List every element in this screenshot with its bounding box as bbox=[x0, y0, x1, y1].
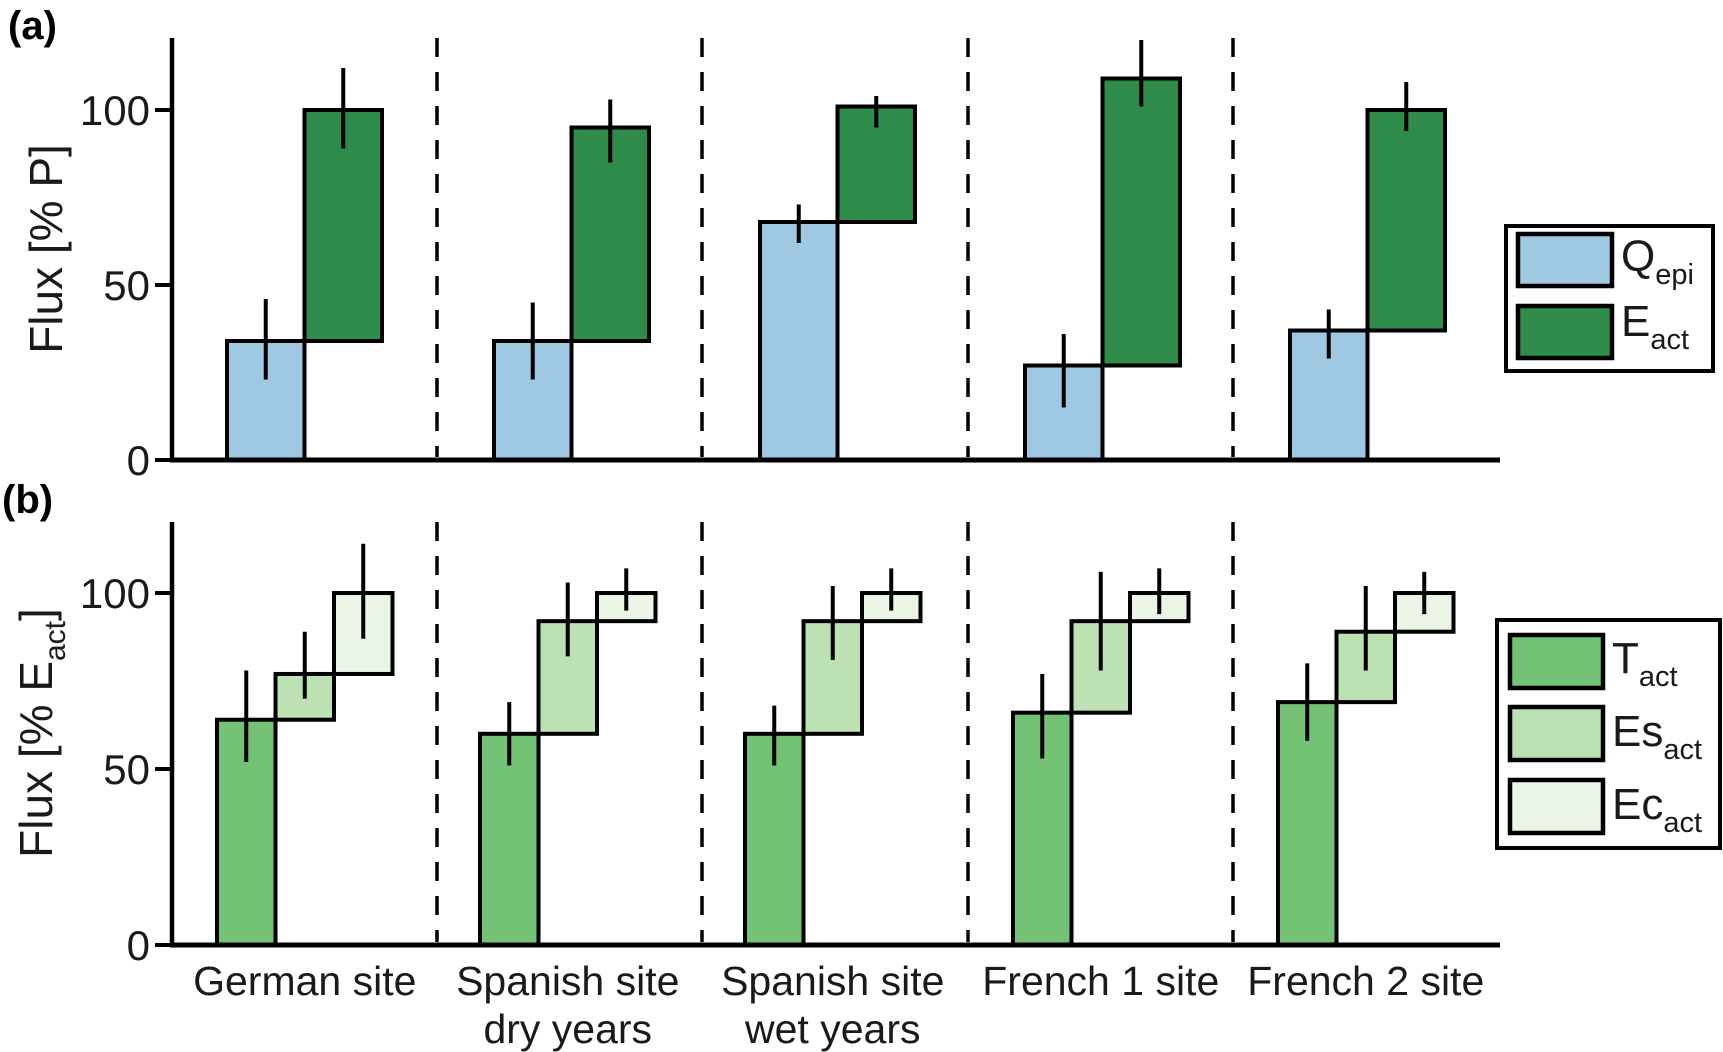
legend-swatch-Q_epi bbox=[1515, 231, 1615, 289]
bar-a-E_act-cat4 bbox=[1365, 108, 1447, 333]
bar-a-E_act-cat3 bbox=[1100, 76, 1182, 368]
y-axis-title-a: Flux [% P] bbox=[20, 144, 72, 354]
bar-a-E_act-cat1 bbox=[569, 125, 651, 343]
y-axis-title-b: Flux [% Eact] bbox=[10, 608, 72, 858]
legend-swatch-E_act bbox=[1515, 303, 1615, 361]
bar-b-T_act-cat4 bbox=[1276, 700, 1339, 947]
y-tick-label-a-50: 50 bbox=[103, 262, 150, 309]
x-category-label-2-line0: Spanish site bbox=[721, 958, 944, 1004]
y-tick-label-b-100: 100 bbox=[80, 570, 150, 617]
x-category-label-1-line0: Spanish site bbox=[456, 958, 679, 1004]
x-category-label-0-line0: German site bbox=[193, 958, 416, 1004]
x-category-label-2-line1: wet years bbox=[744, 1006, 920, 1052]
panel-b-label: (b) bbox=[2, 478, 54, 522]
y-tick-label-a-0: 0 bbox=[127, 437, 150, 484]
legend-label-E_act: Eact bbox=[1621, 297, 1689, 356]
y-tick-label-b-50: 50 bbox=[103, 746, 150, 793]
x-category-label-4-line0: French 2 site bbox=[1247, 958, 1484, 1004]
legend-label-T_act: Tact bbox=[1612, 634, 1678, 693]
legend-swatch-T_act bbox=[1507, 632, 1606, 691]
bar-a-Q_epi-cat2 bbox=[758, 220, 840, 462]
panel-a-label: (a) bbox=[8, 4, 57, 48]
x-category-label-3-line0: French 1 site bbox=[982, 958, 1219, 1004]
legend-label-Q_epi: Qepi bbox=[1621, 232, 1694, 291]
x-category-label-1-line1: dry years bbox=[483, 1006, 652, 1052]
legend-label-Es_act: Esact bbox=[1612, 707, 1702, 766]
y-tick-label-a-100: 100 bbox=[80, 87, 150, 134]
legend-label-Ec_act: Ecact bbox=[1612, 780, 1702, 839]
legend-swatch-Es_act bbox=[1507, 704, 1606, 763]
y-tick-label-b-0: 0 bbox=[127, 922, 150, 969]
legend-swatch-Ec_act bbox=[1507, 777, 1606, 836]
